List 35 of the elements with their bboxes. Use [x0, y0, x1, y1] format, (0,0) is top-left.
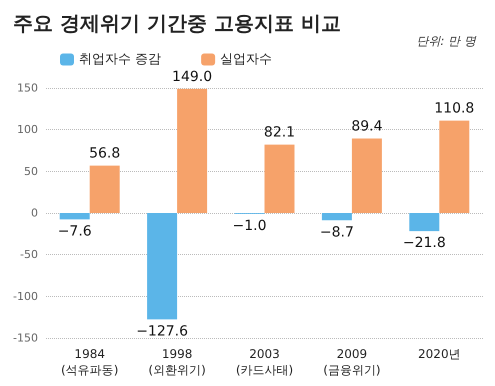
data-label: −8.7: [320, 224, 354, 240]
bar: [177, 88, 208, 213]
chart-title: 주요 경제위기 기간중 고용지표 비교: [13, 11, 341, 35]
bar: [60, 213, 90, 220]
y-tick-label: -50: [20, 248, 38, 262]
data-label: 89.4: [351, 118, 383, 134]
legend-label: 취업자수 증감: [79, 52, 162, 67]
data-label: 110.8: [434, 100, 474, 117]
bar: [147, 213, 178, 320]
y-tick-label: -150: [13, 332, 38, 344]
bar: [264, 144, 294, 213]
x-tick-label: 1984 (석유파동): [61, 347, 118, 377]
y-tick-label: -100: [13, 290, 38, 303]
data-label: 56.8: [89, 146, 120, 162]
x-tick-label: 2003 (카드사태): [236, 347, 294, 377]
bar: [409, 213, 440, 232]
bar: [322, 213, 352, 220]
x-tick-label: 1998 (외환위기): [148, 347, 206, 377]
text: 단위: 만 명: [416, 34, 477, 48]
y-tick-label: 0: [31, 206, 38, 220]
y-tick-label: 50: [24, 164, 38, 178]
data-label: −21.8: [402, 235, 446, 252]
data-label: 149.0: [172, 68, 212, 85]
data-label: −1.0: [232, 218, 266, 234]
data-label: 82.1: [264, 124, 296, 141]
data-label: −7.6: [58, 223, 92, 240]
bar: [352, 138, 382, 213]
y-tick-label: 150: [17, 82, 38, 94]
data-label: −127.6: [136, 323, 188, 340]
y-tick-label: 100: [17, 123, 38, 136]
legend-label: 실업자수: [220, 52, 272, 67]
bar: [90, 166, 120, 213]
x-tick-label: 2009 (금융위기): [323, 347, 381, 377]
x-tick-label: 2020년: [418, 347, 461, 361]
bar: [439, 120, 470, 213]
